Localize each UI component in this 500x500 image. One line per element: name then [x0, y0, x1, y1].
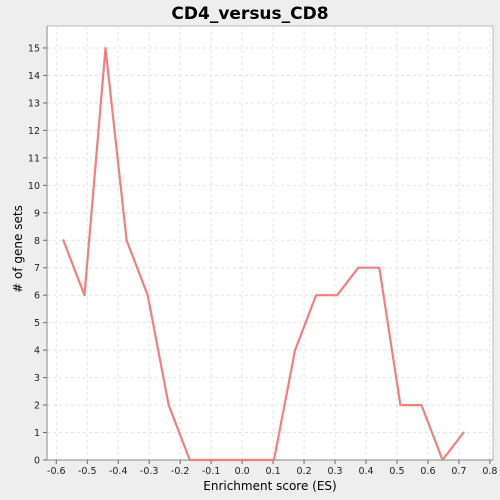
- y-tick-label: 8: [34, 236, 40, 247]
- series-line-0: [62, 46, 465, 462]
- x-tick-label: -0.4: [109, 466, 128, 477]
- y-tick-label: 1: [34, 428, 40, 439]
- x-tick-label: 0.5: [389, 466, 404, 477]
- y-tick-label: 15: [28, 43, 40, 54]
- y-tick-label: 6: [34, 291, 40, 302]
- y-tick-label: 3: [34, 373, 40, 384]
- x-tick-label: 0.6: [420, 466, 435, 477]
- x-tick-label: -0.6: [47, 466, 66, 477]
- y-tick-label: 12: [28, 126, 40, 137]
- y-tick-label: 4: [34, 346, 40, 357]
- x-tick-label: -0.2: [171, 466, 190, 477]
- x-axis-label: Enrichment score (ES): [203, 479, 336, 493]
- x-tick-label: 0.3: [327, 466, 342, 477]
- x-tick-label: -0.3: [140, 466, 159, 477]
- x-tick-label: 0.1: [266, 466, 281, 477]
- x-tick-label: 0.0: [235, 466, 250, 477]
- y-tick-label: 7: [34, 263, 40, 274]
- x-tick-label: -0.5: [78, 466, 97, 477]
- x-tick-labels: -0.6 -0.5 -0.4 -0.3 -0.2 -0.1 0.0 0.1 0.2 0.3 0.4 0…: [47, 466, 497, 477]
- y-tick-label: 0: [34, 456, 40, 467]
- y-tick-label: 11: [28, 153, 40, 164]
- y-tick-label: 14: [28, 71, 40, 82]
- y-tick-label: 9: [34, 208, 40, 219]
- y-tick-label: 2: [34, 401, 40, 412]
- y-axis-label: # of gene sets: [11, 205, 25, 293]
- x-tick-label: 0.8: [482, 466, 497, 477]
- x-tick-label: 0.2: [297, 466, 312, 477]
- y-tick-label: 13: [28, 98, 40, 109]
- y-tick-label: 10: [28, 181, 40, 192]
- plot-area-background: [46, 25, 494, 461]
- y-tick-label: 5: [34, 318, 40, 329]
- x-tick-label: -0.1: [202, 466, 221, 477]
- x-tick-label: 0.4: [358, 466, 373, 477]
- series: [62, 46, 465, 462]
- chart-title: CD4_versus_CD8: [171, 4, 328, 24]
- x-tick-label: 0.7: [451, 466, 466, 477]
